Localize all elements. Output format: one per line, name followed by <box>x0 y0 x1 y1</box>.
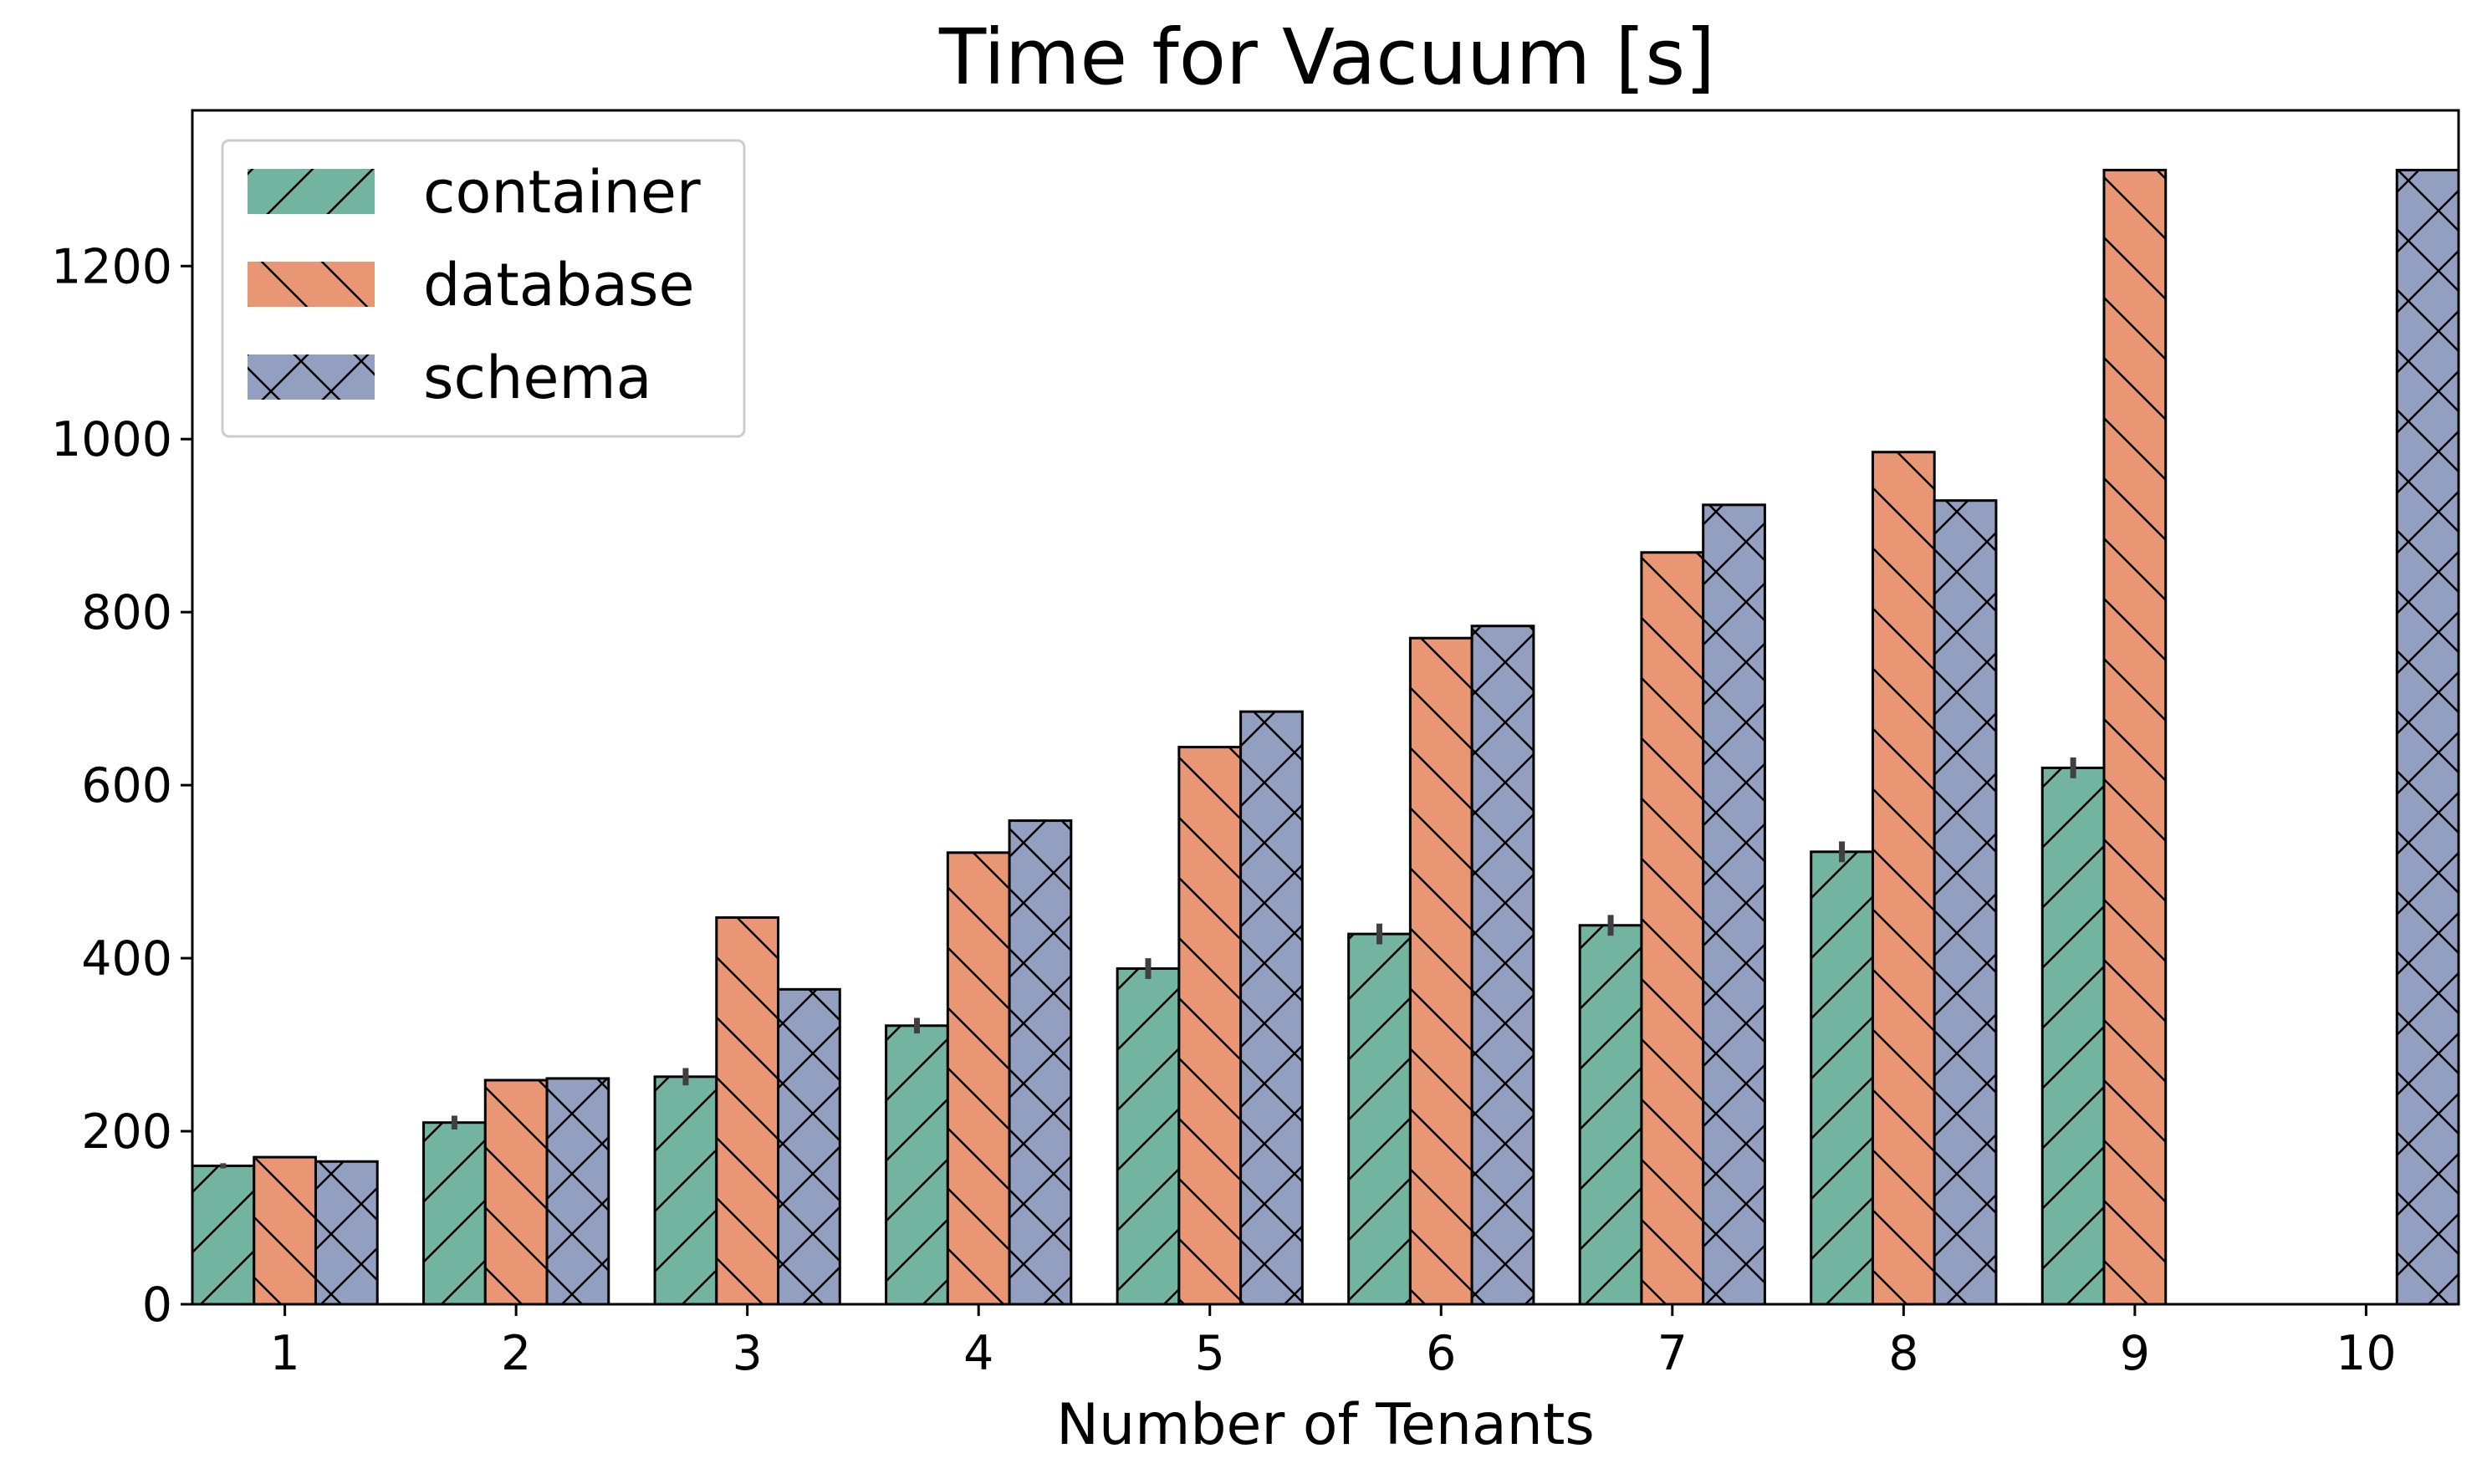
x-tick-label: 1 <box>269 1326 299 1381</box>
x-tick-label: 5 <box>1195 1326 1225 1381</box>
y-tick-label: 200 <box>81 1104 172 1160</box>
x-tick-label: 10 <box>2336 1326 2397 1381</box>
legend-label-schema: schema <box>423 344 651 412</box>
bar-container-1 <box>191 1164 256 1306</box>
bar-database-2 <box>483 1079 549 1306</box>
y-tick-label: 600 <box>81 758 172 813</box>
bar-schema-3 <box>777 987 841 1306</box>
y-tick-label: 1200 <box>51 239 172 294</box>
bar-database-6 <box>1408 636 1473 1306</box>
bar-schema-4 <box>1008 819 1073 1306</box>
bar-schema-5 <box>1239 710 1304 1306</box>
bar-container-8 <box>1810 850 1874 1306</box>
x-axis: 1 2 3 4 5 6 7 8 9 10 <box>269 1304 2397 1381</box>
legend: container database schema <box>221 139 746 438</box>
bar-container-9 <box>2040 766 2106 1306</box>
x-tick-label: 2 <box>501 1326 531 1381</box>
bars-layer <box>191 168 2460 1306</box>
y-tick-label: 1000 <box>51 412 172 467</box>
bar-schema-7 <box>1702 503 1766 1306</box>
bar-schema-8 <box>1933 499 1998 1306</box>
legend-swatch-database <box>248 262 375 307</box>
plot-frame <box>191 109 2460 1306</box>
bar-container-7 <box>1578 924 1643 1306</box>
bar-database-9 <box>2102 168 2168 1306</box>
x-tick-label: 6 <box>1426 1326 1456 1381</box>
bar-database-8 <box>1871 451 1936 1306</box>
bar-container-5 <box>1116 967 1181 1306</box>
bar-schema-1 <box>314 1160 379 1306</box>
x-axis-label: Number of Tenants <box>1056 1392 1595 1458</box>
x-tick-label: 9 <box>2120 1326 2150 1381</box>
chart-title: Time for Vacuum [s] <box>938 13 1715 102</box>
bar-database-7 <box>1640 551 1705 1306</box>
bar-container-4 <box>885 1024 949 1306</box>
x-tick-label: 4 <box>963 1326 993 1381</box>
y-tick-label: 0 <box>142 1277 172 1333</box>
x-tick-label: 3 <box>733 1326 763 1381</box>
x-tick-label: 7 <box>1657 1326 1688 1381</box>
y-tick-label: 800 <box>81 585 172 640</box>
bar-database-3 <box>715 915 780 1306</box>
x-tick-label: 8 <box>1888 1326 1918 1381</box>
legend-label-container: container <box>423 158 701 227</box>
legend-label-database: database <box>423 251 695 319</box>
bar-database-4 <box>946 851 1011 1306</box>
bar-container-2 <box>422 1121 487 1306</box>
bar-container-3 <box>653 1075 718 1306</box>
error-bars-layer <box>220 757 2076 1169</box>
bar-schema-6 <box>1470 625 1535 1306</box>
bar-container-6 <box>1347 932 1412 1306</box>
y-tick-label: 400 <box>81 931 172 987</box>
bar-database-5 <box>1177 746 1243 1306</box>
bar-schema-10 <box>2395 168 2460 1306</box>
legend-swatch-schema <box>248 354 375 400</box>
bar-database-1 <box>253 1155 317 1306</box>
y-axis: 0 200 400 600 800 1000 1200 <box>51 239 192 1333</box>
bar-schema-2 <box>545 1077 610 1306</box>
legend-swatch-container <box>248 169 375 214</box>
